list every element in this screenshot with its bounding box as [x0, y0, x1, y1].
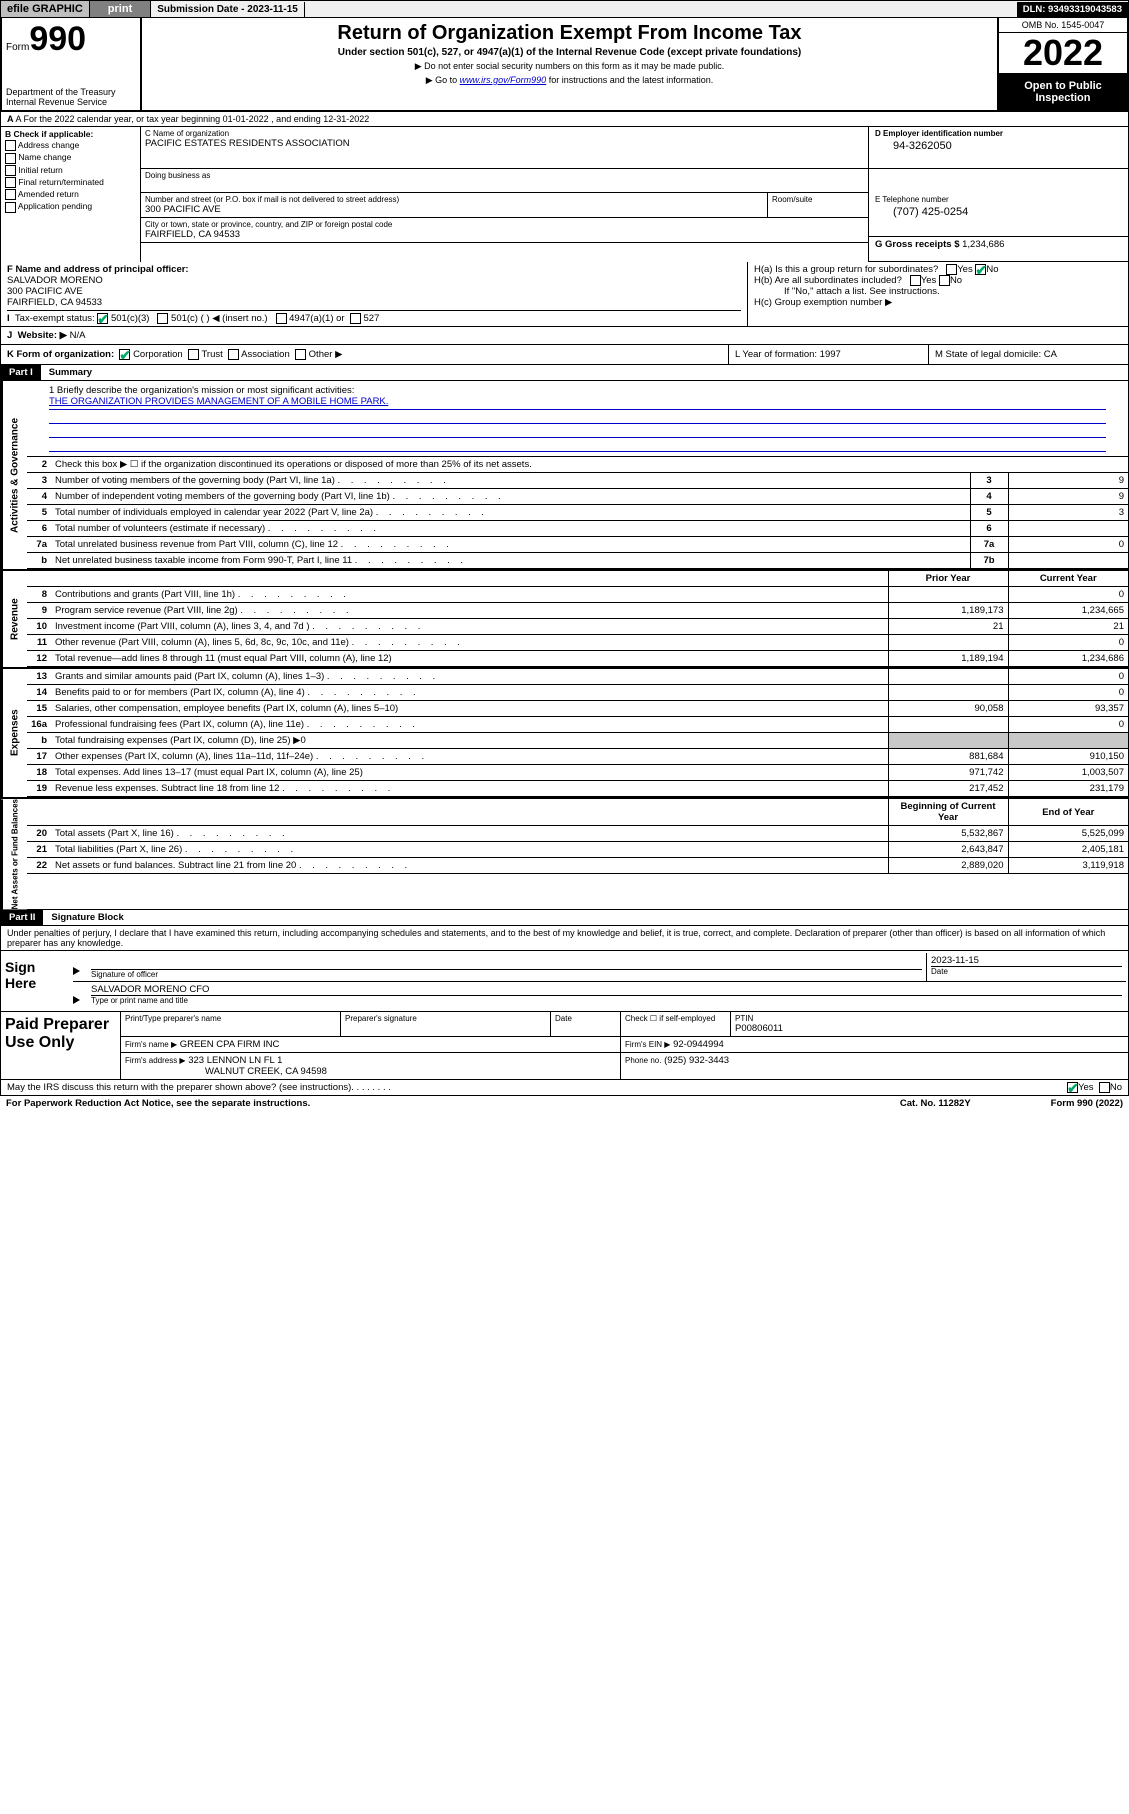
firm-addr2: WALNUT CREEK, CA 94598: [125, 1066, 327, 1077]
irs-discuss-row: May the IRS discuss this return with the…: [0, 1080, 1129, 1096]
hb-note: If "No," attach a list. See instructions…: [754, 286, 1122, 297]
gov-table: 2Check this box ▶ ☐ if the organization …: [27, 457, 1128, 569]
vtab-expenses: Expenses: [1, 669, 27, 797]
row-a-tax-year: A A For the 2022 calendar year, or tax y…: [0, 112, 1129, 127]
officer-addr1: 300 PACIFIC AVE: [7, 286, 741, 297]
org-name-cell: C Name of organization PACIFIC ESTATES R…: [141, 127, 868, 169]
ssn-note: ▶ Do not enter social security numbers o…: [146, 61, 993, 72]
hb-subordinates: H(b) Are all subordinates included? Yes …: [754, 275, 1122, 286]
mission-text: THE ORGANIZATION PROVIDES MANAGEMENT OF …: [49, 396, 1106, 410]
link-note: ▶ Go to www.irs.gov/Form990 for instruct…: [146, 75, 993, 86]
street-cell: Number and street (or P.O. box if mail i…: [141, 193, 768, 218]
tax-year: 2022: [999, 33, 1127, 74]
mission-block: 1 Briefly describe the organization's mi…: [27, 381, 1128, 457]
sig-arrow-icon: [73, 953, 87, 981]
cb-501c3[interactable]: [97, 313, 108, 324]
row-k: K Form of organization: Corporation Trus…: [0, 345, 1129, 365]
part1-header: Part ISummary: [0, 365, 1129, 381]
cb-assoc[interactable]: [228, 349, 239, 360]
sign-here-label: Sign Here: [1, 951, 71, 1011]
ein-cell: D Employer identification number 94-3262…: [869, 127, 1128, 169]
revenue-table: Prior YearCurrent Year 8Contributions an…: [27, 571, 1128, 667]
cb-corp[interactable]: [119, 349, 130, 360]
cb-hb-no[interactable]: [939, 275, 950, 286]
sig-arrow-icon: [73, 982, 87, 1009]
expenses-table: 13Grants and similar amounts paid (Part …: [27, 669, 1128, 797]
hc-group-exempt: H(c) Group exemption number ▶: [754, 297, 1122, 308]
officer-addr2: FAIRFIELD, CA 94533: [7, 297, 741, 308]
paid-preparer-label: Paid Preparer Use Only: [1, 1012, 121, 1079]
tel-cell: E Telephone number (707) 425-0254: [869, 193, 1128, 237]
cb-ha-no[interactable]: [975, 264, 986, 275]
vtab-governance: Activities & Governance: [1, 381, 27, 569]
cb-ha-yes[interactable]: [946, 264, 957, 275]
gross-value: 1,234,686: [962, 239, 1004, 250]
cb-501c[interactable]: [157, 313, 168, 324]
dept-treasury: Department of the Treasury Internal Reve…: [6, 87, 136, 107]
org-name: PACIFIC ESTATES RESIDENTS ASSOCIATION: [145, 138, 864, 149]
firm-name: GREEN CPA FIRM INC: [180, 1039, 280, 1050]
officer-sig-name: SALVADOR MORENO CFO: [91, 984, 1122, 995]
efile-button[interactable]: efile GRAPHIC: [1, 1, 90, 17]
form-subtitle: Under section 501(c), 527, or 4947(a)(1)…: [146, 47, 993, 58]
cb-initial-return[interactable]: Initial return: [5, 165, 136, 176]
cat-number: Cat. No. 11282Y: [900, 1098, 971, 1109]
irs-link[interactable]: www.irs.gov/Form990: [460, 75, 547, 85]
firm-addr1: 323 LENNON LN FL 1: [188, 1055, 282, 1066]
cb-address-change[interactable]: Address change: [5, 140, 136, 151]
vtab-revenue: Revenue: [1, 571, 27, 667]
print-button[interactable]: print: [90, 1, 151, 17]
gross-cell: G Gross receipts $ 1,234,686: [869, 237, 1128, 261]
form-label: Form: [6, 42, 29, 53]
cb-amended-return[interactable]: Amended return: [5, 189, 136, 200]
dln: DLN: 93493319043583: [1017, 2, 1128, 17]
perjury-declaration: Under penalties of perjury, I declare th…: [0, 926, 1129, 951]
sig-date: 2023-11-15: [931, 955, 1122, 966]
omb-number: OMB No. 1545-0047: [999, 18, 1127, 33]
firm-phone: (925) 932-3443: [664, 1055, 729, 1066]
cb-trust[interactable]: [188, 349, 199, 360]
officer-name: SALVADOR MORENO: [7, 275, 741, 286]
cb-name-change[interactable]: Name change: [5, 152, 136, 163]
form-title: Return of Organization Exempt From Incom…: [146, 22, 993, 45]
top-bar: efile GRAPHIC print Submission Date - 20…: [0, 0, 1129, 18]
part2-header: Part IISignature Block: [0, 910, 1129, 926]
row-fhi: F Name and address of principal officer:…: [0, 262, 1129, 327]
dba-cell: Doing business as: [141, 169, 868, 193]
form-footer: Form 990 (2022): [1051, 1098, 1123, 1109]
tel-value: (707) 425-0254: [875, 206, 1122, 218]
cb-discuss-no[interactable]: [1099, 1082, 1110, 1093]
cb-discuss-yes[interactable]: [1067, 1082, 1078, 1093]
website-value: N/A: [70, 330, 86, 341]
room-cell: Room/suite: [768, 193, 868, 218]
col-b-checkboxes: B Check if applicable: Address change Na…: [1, 127, 141, 262]
cb-final-return[interactable]: Final return/terminated: [5, 177, 136, 188]
cb-app-pending[interactable]: Application pending: [5, 201, 136, 212]
ptin-value: P00806011: [735, 1023, 1124, 1034]
firm-ein: 92-0944994: [673, 1039, 724, 1050]
form-header: Form990 Department of the Treasury Inter…: [0, 18, 1129, 112]
row-j-website: J Website: ▶ N/A: [0, 327, 1129, 345]
street-value: 300 PACIFIC AVE: [145, 204, 763, 215]
sign-here-block: Sign Here Signature of officer 2023-11-1…: [0, 951, 1129, 1012]
city-value: FAIRFIELD, CA 94533: [145, 229, 864, 240]
cb-hb-yes[interactable]: [910, 275, 921, 286]
footer-bar: For Paperwork Reduction Act Notice, see …: [0, 1096, 1129, 1111]
ha-group-return: H(a) Is this a group return for subordin…: [754, 264, 1122, 275]
paid-preparer-block: Paid Preparer Use Only Print/Type prepar…: [0, 1012, 1129, 1080]
cb-other[interactable]: [295, 349, 306, 360]
ein-value: 94-3262050: [875, 140, 1122, 152]
cb-527[interactable]: [350, 313, 361, 324]
year-formation: L Year of formation: 1997: [728, 345, 928, 364]
cb-4947[interactable]: [276, 313, 287, 324]
state-domicile: M State of legal domicile: CA: [928, 345, 1128, 364]
form-number: 990: [29, 20, 86, 58]
submission-date: Submission Date - 2023-11-15: [151, 2, 305, 17]
vtab-net-assets: Net Assets or Fund Balances: [1, 799, 27, 909]
city-cell: City or town, state or province, country…: [141, 218, 868, 243]
info-grid: B Check if applicable: Address change Na…: [0, 127, 1129, 262]
net-assets-table: Beginning of Current YearEnd of Year 20T…: [27, 799, 1128, 874]
open-public-badge: Open to Public Inspection: [999, 74, 1127, 110]
